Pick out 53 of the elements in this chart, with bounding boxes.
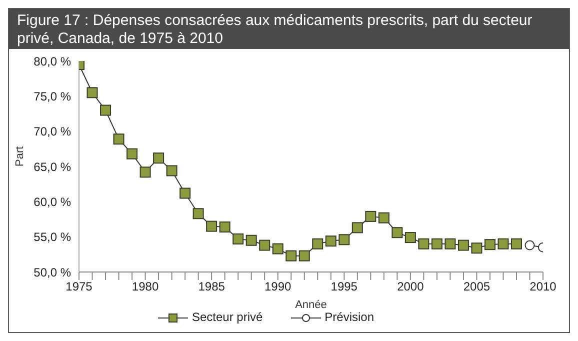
point bbox=[206, 220, 218, 232]
y-tick-label: 70,0 % bbox=[34, 124, 72, 139]
y-tick-label: 75,0 % bbox=[34, 89, 72, 104]
x-tick-label: 1980 bbox=[132, 280, 159, 294]
point bbox=[153, 152, 164, 164]
x-tick-label: 2000 bbox=[397, 280, 424, 294]
point bbox=[126, 148, 138, 160]
legend-label: Prévision bbox=[324, 310, 374, 324]
point bbox=[272, 243, 284, 254]
x-axis-title: Année bbox=[295, 299, 327, 311]
point bbox=[510, 238, 522, 250]
x-tick-label: 1990 bbox=[264, 280, 292, 294]
point bbox=[392, 227, 403, 238]
legend-label: Secteur privé bbox=[192, 310, 263, 324]
point bbox=[471, 242, 482, 254]
point bbox=[286, 250, 297, 262]
y-axis-title: Part bbox=[14, 146, 26, 166]
point bbox=[378, 212, 390, 224]
y-tick-label: 50,0 % bbox=[34, 265, 72, 280]
point bbox=[192, 208, 204, 220]
point bbox=[140, 166, 151, 178]
point bbox=[365, 210, 376, 222]
x-tick-label: 2010 bbox=[530, 280, 557, 294]
y-tick-label: 60,0 % bbox=[34, 194, 72, 209]
point bbox=[166, 165, 178, 176]
point bbox=[259, 240, 270, 251]
point bbox=[298, 250, 310, 262]
point bbox=[458, 240, 469, 251]
point bbox=[352, 222, 363, 234]
point bbox=[113, 134, 124, 145]
point bbox=[404, 232, 416, 244]
point bbox=[246, 234, 257, 246]
point bbox=[444, 238, 456, 250]
point bbox=[338, 234, 350, 246]
x-tick-label: 1985 bbox=[198, 280, 226, 294]
x-tick-label: 2005 bbox=[463, 280, 490, 294]
point bbox=[100, 104, 112, 116]
point bbox=[484, 239, 496, 250]
point bbox=[418, 238, 430, 250]
x-tick-label: 1975 bbox=[66, 280, 93, 294]
point bbox=[325, 236, 336, 247]
point bbox=[86, 87, 98, 98]
point bbox=[232, 233, 244, 244]
point bbox=[219, 221, 230, 232]
y-tick-label: 55,0 % bbox=[34, 230, 72, 244]
chart-title: Figure 17 : Dépenses consacrées aux médicaments prescrits, part du secteur privé, Canada, de 1975 à 2010 bbox=[9, 9, 569, 49]
point bbox=[312, 238, 324, 250]
x-tick-label: 1995 bbox=[330, 280, 358, 294]
point bbox=[498, 238, 509, 250]
point bbox=[431, 238, 442, 250]
y-tick-label: 80,0 % bbox=[34, 54, 72, 68]
y-tick-label: 65,0 % bbox=[34, 160, 72, 174]
point bbox=[180, 188, 191, 199]
